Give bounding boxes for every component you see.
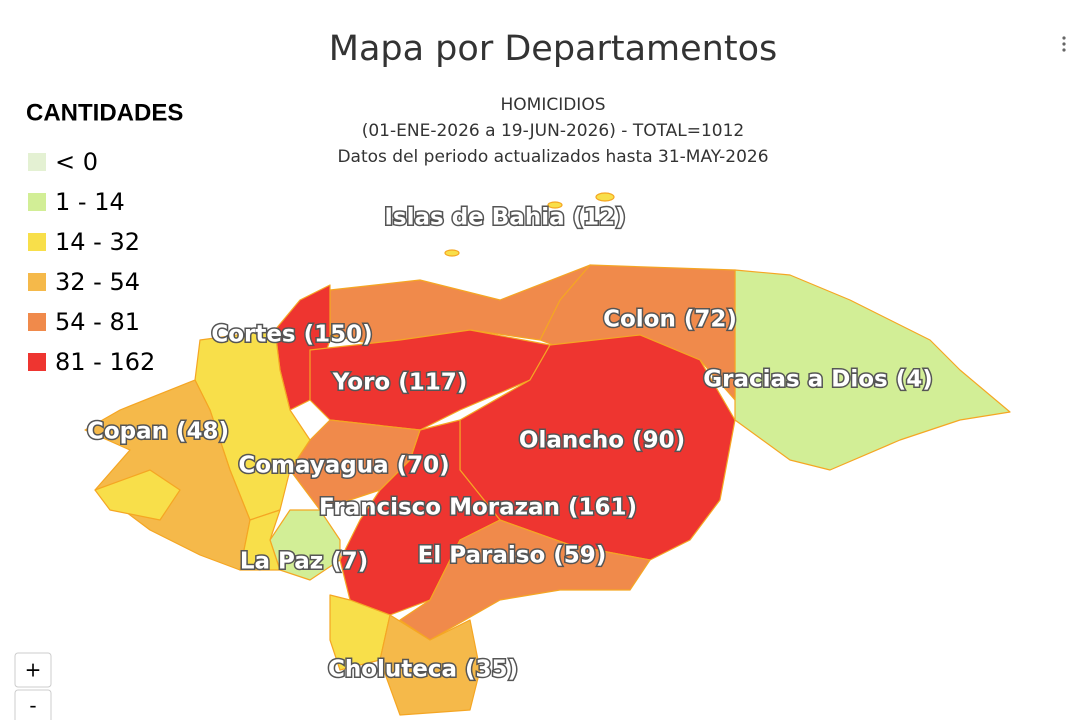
subtitle: (01-ENE-2026 a 19-JUN-2026) - TOTAL=1012 <box>362 121 745 141</box>
region-label: El Paraiso (59) <box>418 543 607 569</box>
legend-swatch <box>28 233 46 251</box>
region-label: La Paz (7) <box>240 549 368 575</box>
region-label: Olancho (90) <box>519 428 685 454</box>
legend-swatch <box>28 353 46 371</box>
island <box>595 192 615 202</box>
region-label: Yoro (117) <box>332 370 468 396</box>
subtitle: Datos del periodo actualizados hasta 31-… <box>337 147 768 167</box>
region-label: Colon (72) <box>603 307 737 333</box>
island <box>444 249 460 257</box>
region-label: Islas de Bahia (12) <box>384 205 625 231</box>
zoom-out-button[interactable]: - <box>14 689 52 720</box>
legend: < 0 1 - 14 14 - 32 32 - 54 54 - 81 81 - 162 <box>28 148 155 376</box>
legend-label: 81 - 162 <box>55 348 155 376</box>
island <box>547 201 563 209</box>
region-label: Copan (48) <box>87 419 229 445</box>
region-shape <box>734 269 1011 471</box>
legend-swatch <box>28 193 46 211</box>
legend-swatch <box>28 273 46 291</box>
zoom-in-button[interactable]: + <box>14 652 52 688</box>
menu-icon[interactable] <box>1062 36 1066 52</box>
zoom-in-label: + <box>25 658 42 682</box>
zoom-out-label: - <box>29 694 36 718</box>
region-shape <box>94 469 181 521</box>
region-shape <box>239 509 281 571</box>
map <box>84 192 1011 716</box>
region-shape <box>399 519 651 641</box>
region-label: Gracias a Dios (4) <box>703 367 933 393</box>
legend-label: 1 - 14 <box>55 188 125 216</box>
region-shape <box>379 614 481 716</box>
region-labels: Islas de Bahia (12) Cortes (150) Colon (72… <box>85 203 934 684</box>
map-title: Mapa por Departamentos <box>329 29 777 69</box>
region-label: Comayagua (70) <box>238 453 449 479</box>
legend-swatch <box>28 153 46 171</box>
subtitle: HOMICIDIOS <box>500 95 605 115</box>
legend-label: 32 - 54 <box>55 268 140 296</box>
region-shape <box>84 379 251 571</box>
region-label: Cortes (150) <box>211 322 372 348</box>
region-label: Choluteca (35) <box>328 657 518 683</box>
region-shape <box>329 264 591 351</box>
region-shape <box>309 329 551 431</box>
legend-label: 14 - 32 <box>55 228 140 256</box>
legend-title: CANTIDADES <box>26 99 183 126</box>
legend-label: < 0 <box>55 148 98 176</box>
legend-label: 54 - 81 <box>55 308 140 336</box>
legend-swatch <box>28 313 46 331</box>
region-label: Francisco Morazan (161) <box>319 495 637 521</box>
